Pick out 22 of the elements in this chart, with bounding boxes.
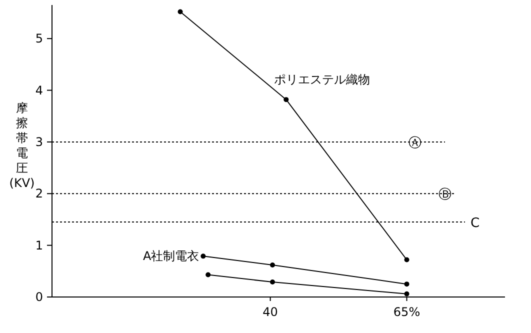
point	[178, 9, 183, 14]
y-tick-label: 2	[35, 186, 43, 201]
x-tick-label: 65%	[393, 305, 420, 319]
series-label: A社制電衣	[142, 249, 200, 264]
point	[284, 97, 289, 102]
y-tick-label: 3	[35, 134, 43, 149]
y-tick-label: 4	[35, 83, 43, 98]
ref-line-label: Ⓑ	[438, 188, 452, 203]
point	[404, 257, 410, 262]
point	[404, 282, 410, 287]
x-tick-label: 40	[262, 305, 278, 319]
point	[270, 262, 275, 268]
series-label: ポリエステル織物	[274, 72, 370, 87]
y-tick-label: 0	[35, 290, 43, 304]
point	[270, 280, 275, 285]
y-tick-label: 1	[35, 238, 43, 252]
y-axis-title: 摩擦帯電圧(KV)	[9, 101, 35, 190]
point	[200, 254, 206, 259]
y-tick-label: 5	[35, 32, 43, 46]
point	[206, 272, 211, 278]
ref-line-label: C	[470, 216, 480, 232]
point	[404, 291, 410, 296]
